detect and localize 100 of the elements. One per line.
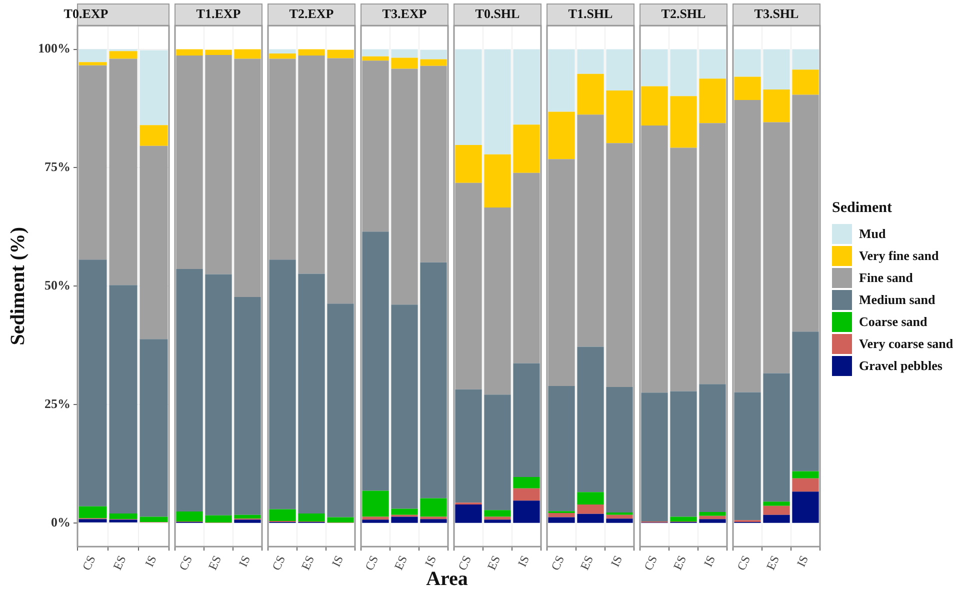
bar [513, 363, 540, 477]
bar [577, 514, 604, 523]
legend-label: Gravel pebbles [859, 358, 942, 374]
bar [269, 260, 296, 510]
x-tick-label: CS [269, 553, 288, 573]
bar [577, 504, 604, 514]
bar [577, 49, 604, 74]
bar [548, 112, 575, 160]
x-tick-label: ES [298, 553, 318, 572]
bar [513, 488, 540, 501]
bar [327, 304, 354, 518]
bar [606, 386, 633, 513]
bar [140, 339, 168, 517]
bar [763, 122, 790, 374]
bar [792, 492, 819, 523]
bar [234, 49, 261, 59]
bar [327, 517, 354, 522]
bar [176, 269, 203, 512]
bar [391, 68, 418, 305]
bar [109, 285, 138, 514]
bar [327, 50, 354, 58]
bar [362, 56, 389, 61]
bar [420, 59, 447, 66]
chart-title: T1.SHL [568, 6, 614, 22]
x-tick-label: ES [205, 553, 224, 572]
y-tick-label: 25% [44, 396, 70, 411]
bar [670, 96, 697, 148]
bar [763, 49, 790, 90]
legend-label: Coarse sand [859, 314, 928, 330]
bar [484, 154, 511, 208]
bar [362, 520, 389, 523]
x-tick-label: IS [794, 553, 812, 569]
bar [109, 520, 138, 522]
bar [391, 508, 418, 515]
bar [641, 392, 668, 522]
bar [548, 512, 575, 518]
chart-title: T1.EXP [196, 6, 241, 22]
bar [269, 509, 296, 522]
bar [234, 514, 261, 519]
x-tick-label: CS [362, 553, 382, 573]
bar [140, 50, 168, 126]
x-tick-label: CS [641, 553, 660, 573]
chart-title: T3.EXP [382, 6, 427, 22]
bar [606, 518, 633, 523]
x-tick-label: CS [548, 553, 568, 573]
x-tick-label: ES [484, 553, 504, 572]
bar [699, 78, 726, 124]
bar [513, 49, 540, 125]
bar [792, 471, 819, 478]
bar [420, 50, 447, 60]
bar [391, 304, 418, 509]
chart-title: T2.SHL [661, 6, 706, 22]
bar [577, 114, 604, 347]
bar [792, 332, 819, 472]
bar [298, 55, 325, 274]
chart-title: T0.SHL [475, 6, 520, 22]
bar [734, 76, 761, 100]
y-tick-label: 50% [44, 277, 70, 292]
bar [484, 520, 511, 523]
bar [391, 49, 418, 58]
chart-title: T2.EXP [289, 6, 334, 22]
bar [205, 54, 232, 274]
legend-label: Medium sand [859, 292, 936, 308]
x-tick-label: ES [763, 553, 782, 572]
bar [484, 49, 511, 154]
legend-label: Very fine sand [859, 248, 939, 264]
bar [109, 513, 138, 520]
bar [234, 297, 261, 515]
x-tick-label: ES [391, 553, 410, 572]
bar [78, 62, 107, 66]
bar [205, 50, 232, 55]
bar [792, 49, 819, 70]
bar [548, 386, 575, 512]
bar [362, 490, 389, 517]
chart-title: T0.EXP [64, 6, 108, 22]
bar [763, 514, 790, 523]
x-tick-label: ES [577, 553, 596, 572]
x-tick-label: CS [455, 553, 474, 573]
bar [734, 392, 761, 520]
bar [670, 148, 697, 392]
bar [420, 262, 447, 498]
bar [205, 274, 232, 516]
bar [109, 58, 138, 286]
bar [641, 86, 668, 126]
bar [763, 90, 790, 122]
bar [548, 517, 575, 523]
bar [641, 49, 668, 86]
bar [78, 519, 107, 522]
bar [513, 476, 540, 488]
bar [699, 512, 726, 516]
x-tick-label: IS [142, 553, 160, 569]
bar [455, 389, 482, 503]
bar [298, 49, 325, 56]
bar [670, 49, 697, 96]
legend-label: Fine sand [859, 270, 913, 286]
bar [269, 54, 296, 59]
bar [484, 394, 511, 510]
bar [699, 384, 726, 512]
x-tick-label: IS [608, 553, 626, 569]
bar [176, 512, 203, 522]
